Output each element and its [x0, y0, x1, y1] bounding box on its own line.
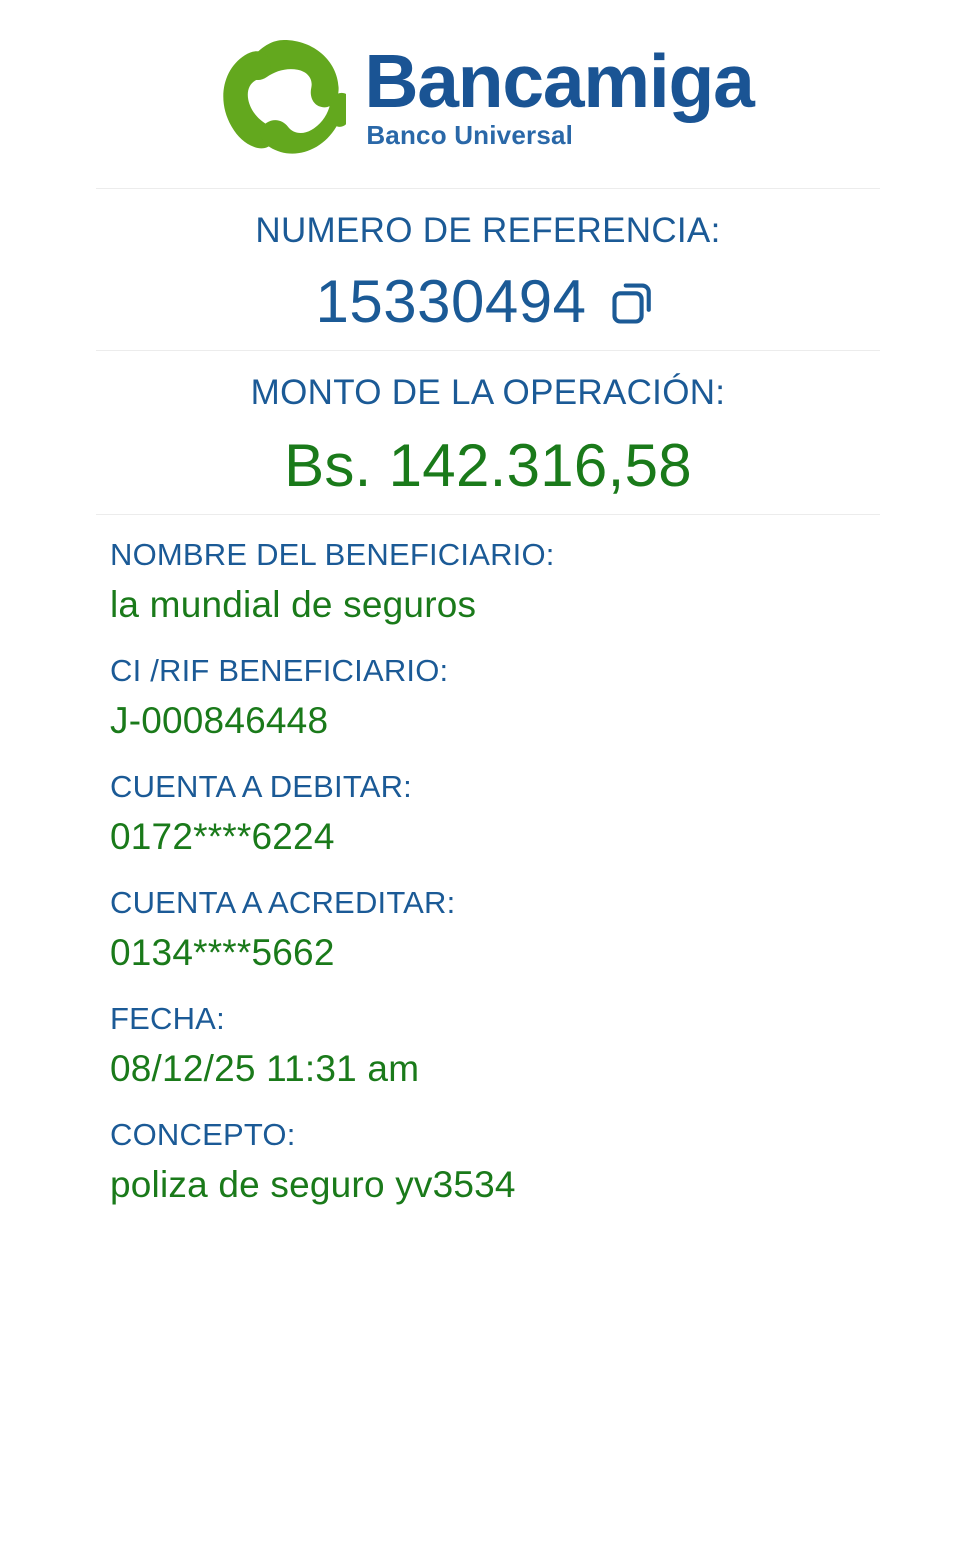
divider-top — [96, 188, 880, 189]
bottom-whitespace — [0, 1235, 976, 1567]
amount-section: MONTO DE LA OPERACIÓN: Bs. 142.316,58 — [0, 351, 976, 514]
detail-label: FECHA: — [110, 1001, 225, 1037]
detail-value: 0172****6224 — [110, 816, 335, 858]
reference-value-row: 15330494 — [20, 272, 956, 332]
detail-label: CI /RIF BENEFICIARIO: — [110, 653, 449, 689]
reference-value: 15330494 — [315, 268, 587, 336]
logo-wordmark-group: Bancamiga Banco Universal — [364, 38, 755, 150]
details-section: NOMBRE DEL BENEFICIARIO: la mundial de s… — [0, 515, 976, 1235]
detail-row-debit-account: CUENTA A DEBITAR: 0172****6224 — [110, 771, 976, 887]
amount-value: Bs. 142.316,58 — [284, 432, 692, 500]
detail-value: J-000846448 — [110, 700, 329, 742]
detail-row-date: FECHA: 08/12/25 11:31 am — [110, 1003, 976, 1119]
reference-section: NUMERO DE REFERENCIA: 15330494 — [0, 189, 976, 350]
logo-subtitle: Banco Universal — [366, 119, 574, 150]
copy-icon[interactable] — [608, 276, 660, 328]
detail-label: CUENTA A DEBITAR: — [110, 769, 412, 805]
reference-label: NUMERO DE REFERENCIA: — [255, 211, 721, 250]
detail-label: NOMBRE DEL BENEFICIARIO: — [110, 537, 555, 573]
bancamiga-triskelion-icon — [223, 39, 347, 154]
brand-header: Bancamiga Banco Universal — [0, 0, 976, 188]
bancamiga-logo: Bancamiga Banco Universal — [222, 35, 755, 159]
detail-row-concept: CONCEPTO: poliza de seguro yv3534 — [110, 1119, 976, 1235]
detail-row-credit-account: CUENTA A ACREDITAR: 0134****5662 — [110, 887, 976, 1003]
detail-value: la mundial de seguros — [110, 584, 477, 626]
logo-wordmark: Bancamiga — [364, 38, 755, 123]
divider-reference-amount — [96, 350, 880, 352]
detail-value: 08/12/25 11:31 am — [110, 1048, 420, 1090]
detail-label: CONCEPTO: — [110, 1117, 296, 1153]
divider-amount-details — [96, 514, 880, 516]
detail-row-beneficiary-name: NOMBRE DEL BENEFICIARIO: la mundial de s… — [110, 539, 976, 655]
detail-label: CUENTA A ACREDITAR: — [110, 885, 456, 921]
detail-value: poliza de seguro yv3534 — [110, 1164, 516, 1206]
detail-row-beneficiary-id: CI /RIF BENEFICIARIO: J-000846448 — [110, 655, 976, 771]
detail-value: 0134****5662 — [110, 932, 335, 974]
amount-label: MONTO DE LA OPERACIÓN: — [250, 373, 726, 413]
